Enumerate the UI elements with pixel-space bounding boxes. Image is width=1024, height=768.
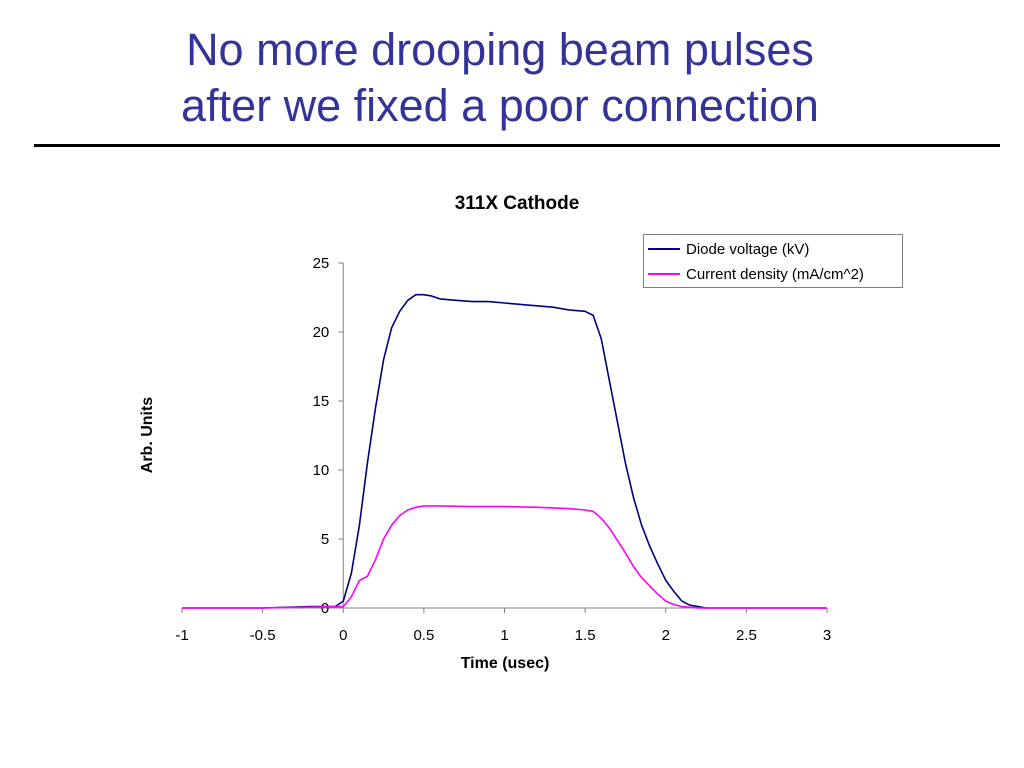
x-axis-label: Time (usec) xyxy=(460,655,550,672)
legend-item-diode-voltage: Diode voltage (kV) xyxy=(648,238,809,260)
x-tick-label: 1.5 xyxy=(575,627,596,644)
series-line-current-density xyxy=(182,505,827,609)
title-divider xyxy=(34,144,1000,147)
x-tick-label: 1 xyxy=(500,627,508,644)
legend-swatch-current-density xyxy=(648,273,680,275)
legend-label-diode-voltage: Diode voltage (kV) xyxy=(686,240,810,258)
slide-title-line1: No more drooping beam pulses xyxy=(186,24,814,75)
y-tick-label: 25 xyxy=(313,255,330,272)
x-tick-label: 2.5 xyxy=(736,627,757,644)
y-tick-label: 0 xyxy=(321,600,329,617)
x-tick-label: -1 xyxy=(175,627,188,644)
x-tick-label: 0.5 xyxy=(413,627,434,644)
chart-legend: Diode voltage (kV) Current density (mA/c… xyxy=(643,234,903,288)
x-tick-label: -0.5 xyxy=(250,627,276,644)
y-axis-label: Arb. Units xyxy=(139,396,156,474)
x-tick-label: 2 xyxy=(662,627,670,644)
chart-title: 311X Cathode xyxy=(454,193,580,214)
y-tick-label: 5 xyxy=(321,531,329,548)
slide-title-line2: after we fixed a poor connection xyxy=(181,80,819,131)
x-tick-label: 0 xyxy=(339,627,347,644)
legend-label-current-density: Current density (mA/cm^2) xyxy=(686,265,864,283)
legend-swatch-diode-voltage xyxy=(648,248,680,250)
y-tick-label: 20 xyxy=(313,324,330,341)
legend-item-current-density: Current density (mA/cm^2) xyxy=(648,263,864,285)
series-line-diode-voltage xyxy=(182,293,827,609)
x-tick-label: 3 xyxy=(823,627,831,644)
y-tick-label: 15 xyxy=(313,393,330,410)
y-tick-label: 10 xyxy=(313,462,330,479)
slide-title: No more drooping beam pulses after we fi… xyxy=(0,22,1000,134)
